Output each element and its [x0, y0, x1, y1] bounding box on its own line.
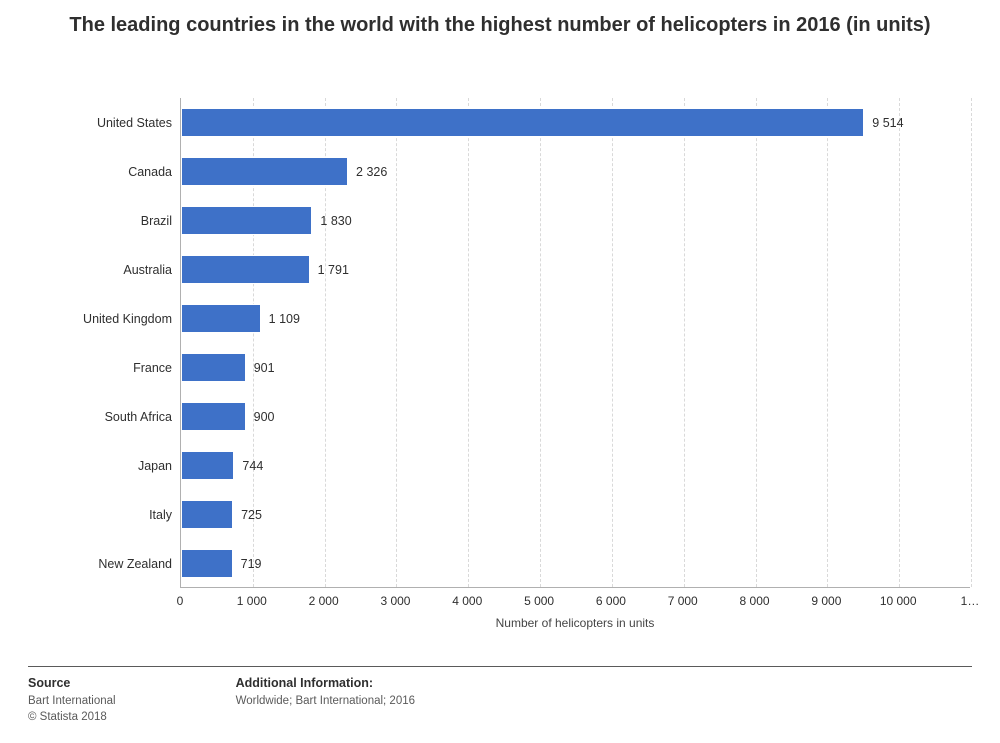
bar [181, 549, 233, 578]
chart-container: The leading countries in the world with … [0, 0, 1000, 743]
x-tick-label: 4 000 [452, 594, 482, 608]
bar [181, 451, 234, 480]
chart-title: The leading countries in the world with … [0, 0, 1000, 43]
x-tick-label: 10 000 [880, 594, 917, 608]
source-line1: Bart International [28, 693, 116, 709]
y-axis-label: Canada [128, 165, 172, 179]
grid-line [827, 98, 828, 587]
y-axis-label: United States [97, 116, 172, 130]
bar [181, 304, 261, 333]
footer-info: Additional Information: Worldwide; Bart … [236, 675, 415, 725]
bar-value-label: 901 [254, 361, 275, 375]
bar [181, 500, 233, 529]
bar [181, 255, 310, 284]
x-tick-label: 2 000 [309, 594, 339, 608]
x-tick-label: 0 [177, 594, 184, 608]
bar-value-label: 1 109 [269, 312, 300, 326]
grid-line [756, 98, 757, 587]
bar-value-label: 719 [241, 557, 262, 571]
info-line1: Worldwide; Bart International; 2016 [236, 693, 415, 709]
bar-value-label: 9 514 [872, 116, 903, 130]
bar-value-label: 725 [241, 508, 262, 522]
bar [181, 108, 864, 137]
y-axis-label: United Kingdom [83, 312, 172, 326]
x-tick-label: 1 000 [237, 594, 267, 608]
x-tick-label: 6 000 [596, 594, 626, 608]
grid-line [468, 98, 469, 587]
bar-value-label: 900 [254, 410, 275, 424]
x-tick-label: 9 000 [811, 594, 841, 608]
x-tick-label: 8 000 [740, 594, 770, 608]
y-axis-label: Japan [138, 459, 172, 473]
chart-footer: Source Bart International © Statista 201… [28, 666, 972, 725]
bar [181, 157, 348, 186]
grid-line [396, 98, 397, 587]
source-line2: © Statista 2018 [28, 709, 116, 725]
bar-value-label: 1 830 [320, 214, 351, 228]
bar-value-label: 1 791 [318, 263, 349, 277]
plot-area: 9 514 2 326 1 830 1 791 1 109 901 900 744 725 719 [180, 98, 970, 588]
grid-line [540, 98, 541, 587]
y-axis-label: Italy [149, 508, 172, 522]
y-axis-labels: United States Canada Brazil Australia United… [0, 98, 172, 588]
y-axis-label: Brazil [141, 214, 172, 228]
x-tick-label: 5 000 [524, 594, 554, 608]
grid-line [612, 98, 613, 587]
x-tick-label: 7 000 [668, 594, 698, 608]
y-axis-label: Australia [123, 263, 172, 277]
source-heading: Source [28, 675, 116, 693]
grid-line [971, 98, 972, 587]
footer-source: Source Bart International © Statista 201… [28, 675, 116, 725]
y-axis-label: New Zealand [98, 557, 172, 571]
bar-value-label: 2 326 [356, 165, 387, 179]
info-heading: Additional Information: [236, 675, 415, 693]
chart-area: 9 514 2 326 1 830 1 791 1 109 901 900 744 725 719… [180, 98, 970, 628]
grid-line [899, 98, 900, 587]
bar-value-label: 744 [242, 459, 263, 473]
x-tick-label: 1… [961, 594, 980, 608]
bar [181, 206, 312, 235]
bar [181, 353, 246, 382]
x-axis-label: Number of helicopters in units [180, 616, 970, 630]
x-tick-label: 3 000 [380, 594, 410, 608]
bar [181, 402, 246, 431]
y-axis-label: France [133, 361, 172, 375]
y-axis-label: South Africa [105, 410, 172, 424]
grid-line [684, 98, 685, 587]
